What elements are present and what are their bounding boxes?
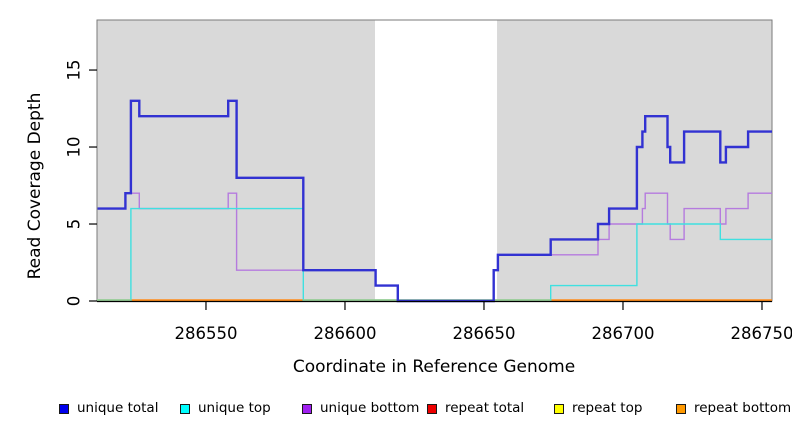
- y-tick-label: 10: [65, 137, 84, 158]
- y-axis-title: Read Coverage Depth: [25, 92, 45, 280]
- shaded-region: [497, 20, 772, 301]
- series-line-unique-bottom: [97, 192, 772, 302]
- x-tick-label: 286700: [591, 324, 654, 343]
- y-tick-label: 0: [65, 296, 84, 307]
- x-axis-title: Coordinate in Reference Genome: [292, 357, 576, 377]
- series-line-unique-total: [97, 99, 772, 303]
- x-tick-label: 286600: [313, 324, 376, 343]
- series-line-unique-top: [97, 207, 772, 302]
- y-tick-label: 5: [65, 219, 84, 230]
- x-tick-label: 286550: [174, 324, 237, 343]
- x-tick-label: 286650: [452, 324, 515, 343]
- y-tick-label: 15: [65, 60, 84, 81]
- x-tick-label: 286750: [730, 324, 792, 343]
